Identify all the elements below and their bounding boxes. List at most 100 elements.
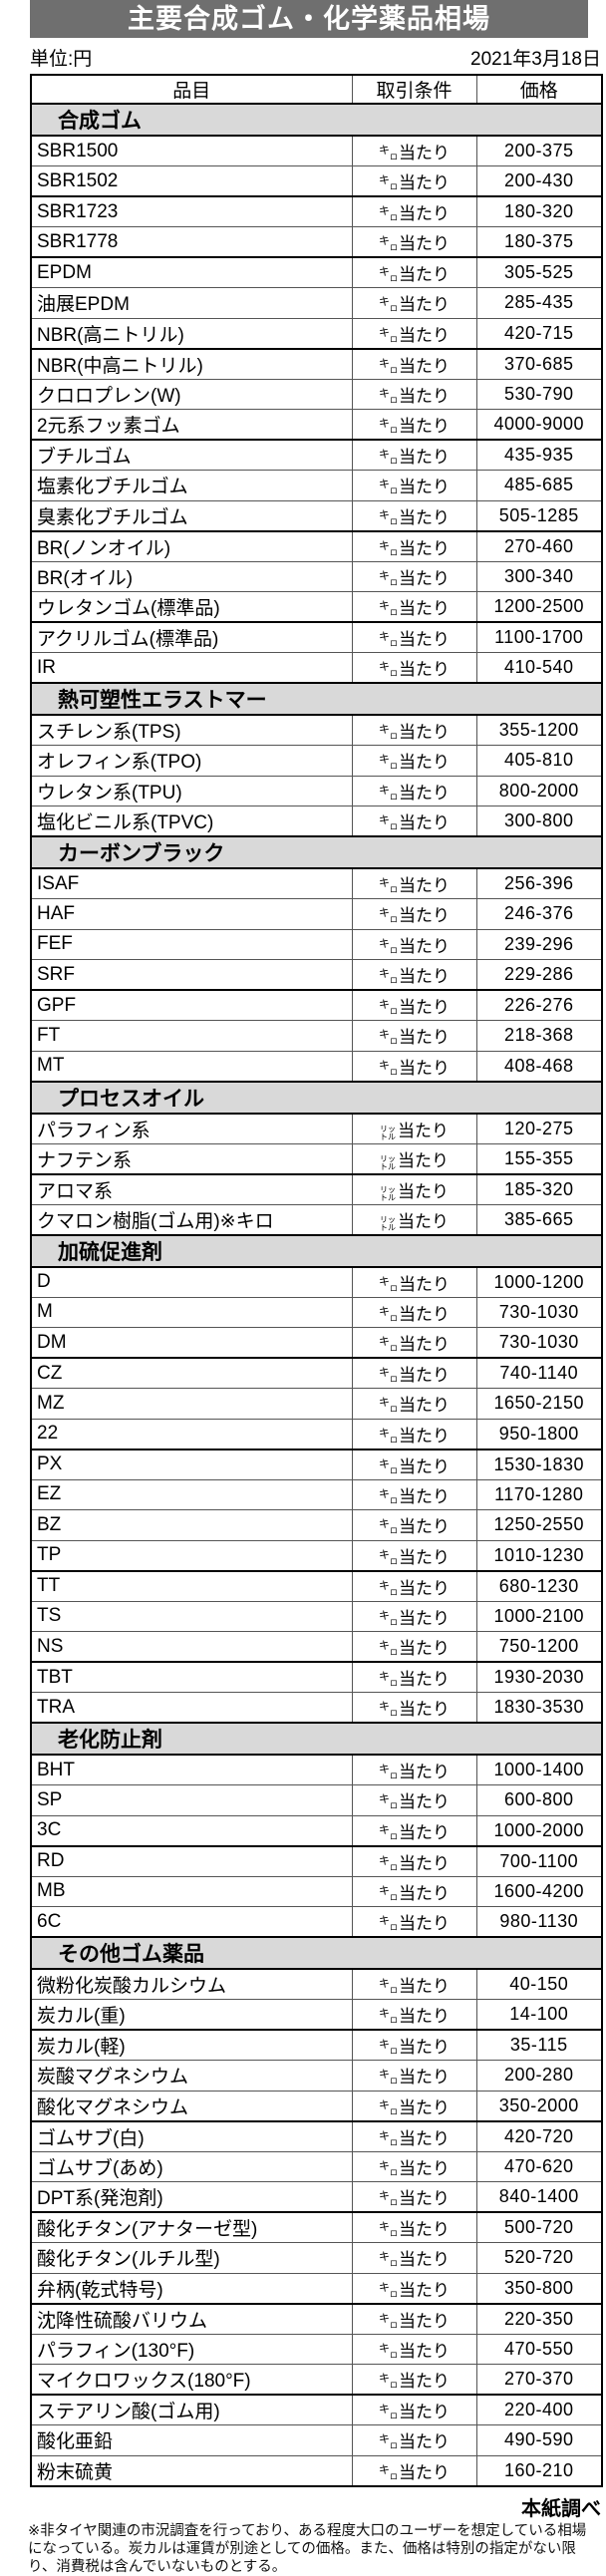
price-cell: 408-468 [475,1051,602,1082]
condition-cell: キロ当たり [351,1051,476,1082]
table-row: TT キロ当たり 680-1230 [31,1570,602,1601]
condition-cell: キロ当たり [351,287,476,318]
unit-label: 単位:円 [30,48,93,70]
condition-cell: キロ当たり [351,1692,476,1723]
condition-cell: キロ当たり [351,226,476,257]
price-table-body: 合成ゴム SBR1500 キロ当たり 200-375 SBR1502 キロ当たり 200-4… [31,104,602,2486]
price-cell: 239-296 [475,929,602,960]
item-name-cell: SBR1723 [37,200,119,222]
price-cell: 218-368 [475,1020,602,1051]
item-name-cell: SRF [37,963,75,985]
section-header-row: 熱可塑性エラストマー [31,683,602,715]
table-row: DPT系(発泡剤) キロ当たり 840-1400 [31,2181,602,2212]
condition-cell: リッ トル 当たり [351,1143,476,1174]
item-name-cell: ウレタン系(TPU) [37,782,182,804]
price-cell: 490-590 [475,2424,602,2455]
price-cell: 270-370 [475,2364,602,2395]
item-name-cell: クロロプレン(W) [37,385,181,407]
table-row: ゴムサブ(白) キロ当たり 420-720 [31,2120,602,2151]
item-name-cell: 酸化チタン(アナターゼ型) [37,2219,258,2240]
table-row: BR(オイル) キロ当たり 300-340 [31,561,602,592]
price-cell: 420-715 [475,318,602,349]
condition-cell: キロ当たり [351,1784,476,1815]
item-name-cell: PX [37,1453,63,1474]
item-name-cell: SBR1502 [37,169,119,191]
item-name-cell: ゴムサブ(白) [37,2127,145,2149]
price-cell: 185-320 [475,1173,602,1204]
table-row: FT キロ当たり 218-368 [31,1020,602,1051]
price-table: 品目 取引条件 価格 合成ゴム SBR1500 キロ当たり 200-375 SBR150… [30,74,603,2487]
item-name-cell: NBR(中高ニトリル) [37,355,203,377]
price-cell: 1000-2100 [475,1601,602,1632]
item-name-cell: RD [37,1850,65,1871]
price-cell: 220-400 [475,2395,602,2425]
condition-cell: キロ当たり [351,2424,476,2455]
table-row: 油展EPDM キロ当たり 285-435 [31,287,602,318]
item-name-cell: 微粉化炭酸カルシウム [37,1976,227,1997]
table-row: マイクロワックス(180°F) キロ当たり 270-370 [31,2364,602,2395]
condition-cell: キロ当たり [351,805,476,836]
table-row: FEF キロ当たり 239-296 [31,929,602,960]
condition-cell: キロ当たり [351,990,476,1021]
table-row: スチレン系(TPS) キロ当たり 355-1200 [31,715,602,746]
condition-cell: キロ当たり [351,2030,476,2061]
section-header-row: その他ゴム薬品 [31,1937,602,1969]
table-row: クロロプレン(W) キロ当たり 530-790 [31,379,602,410]
table-row: パラフィン(130°F) キロ当たり 470-550 [31,2334,602,2365]
condition-cell: キロ当たり [351,591,476,622]
table-row: HAF キロ当たり 246-376 [31,898,602,929]
item-name-cell: アクリルゴム(標準品) [37,629,219,650]
condition-cell: キロ当たり [351,2395,476,2425]
table-row: 酸化亜鉛 キロ当たり 490-590 [31,2424,602,2455]
item-name-cell: ナフテン系 [37,1149,133,1171]
price-cell: 1000-1400 [475,1755,602,1785]
condition-cell: リッ トル 当たり [351,1113,476,1143]
section-header-row: 老化防止剤 [31,1723,602,1755]
table-row: パラフィン系 リッ トル 当たり 120-275 [31,1113,602,1143]
section-header-row: 加硫促進剤 [31,1234,602,1267]
price-cell: 470-550 [475,2334,602,2365]
item-name-cell: MZ [37,1392,65,1414]
item-name-cell: MT [37,1055,65,1076]
table-row: クマロン樹脂(ゴム用)※キロ リッ トル 当たり 385-665 [31,1204,602,1235]
price-cell: 155-355 [475,1143,602,1174]
condition-cell: キロ当たり [351,2120,476,2151]
table-row: 臭素化ブチルゴム キロ当たり 505-1285 [31,500,602,531]
condition-cell: キロ当たり [351,1999,476,2030]
condition-cell: キロ当たり [351,959,476,990]
table-row: NBR(中高ニトリル) キロ当たり 370-685 [31,348,602,379]
condition-cell: キロ当たり [351,1266,476,1297]
item-name-cell: MB [37,1880,66,1902]
price-cell: 505-1285 [475,500,602,531]
condition-cell: キロ当たり [351,561,476,592]
price-cell: 180-320 [475,196,602,227]
item-name-cell: DPT系(発泡剤) [37,2188,163,2209]
condition-cell: キロ当たり [351,1631,476,1662]
table-row: CZ キロ当たり 740-1140 [31,1358,602,1389]
price-cell: 35-115 [475,2030,602,2061]
section-header-label: 老化防止剤 [31,1723,602,1755]
condition-cell: キロ当たり [351,165,476,196]
table-row: アロマ系 リッ トル 当たり 185-320 [31,1173,602,1204]
item-name-cell: D [37,1271,51,1292]
condition-cell: キロ当たり [351,257,476,288]
price-cell: 1650-2150 [475,1388,602,1419]
condition-cell: キロ当たり [351,1876,476,1907]
price-cell: 500-720 [475,2212,602,2243]
item-name-cell: NS [37,1635,64,1657]
table-row: 炭酸マグネシウム キロ当たり 200-280 [31,2060,602,2091]
item-name-cell: 酸化マグネシウム [37,2096,189,2118]
condition-cell: キロ当たり [351,2242,476,2273]
item-name-cell: EZ [37,1483,62,1505]
condition-cell: キロ当たり [351,1906,476,1937]
table-row: 粉末硫黄 キロ当たり 160-210 [31,2455,602,2486]
item-name-cell: ISAF [37,872,80,894]
item-name-cell: スチレン系(TPS) [37,722,181,743]
condition-cell: キロ当たり [351,776,476,806]
price-cell: 680-1230 [475,1570,602,1601]
table-row: 塩化ビニル系(TPVC) キロ当たり 300-800 [31,805,602,836]
table-row: GPF キロ当たり 226-276 [31,990,602,1021]
table-row: D キロ当たり 1000-1200 [31,1266,602,1297]
column-header-condition: 取引条件 [351,75,476,105]
price-cell: 120-275 [475,1113,602,1143]
